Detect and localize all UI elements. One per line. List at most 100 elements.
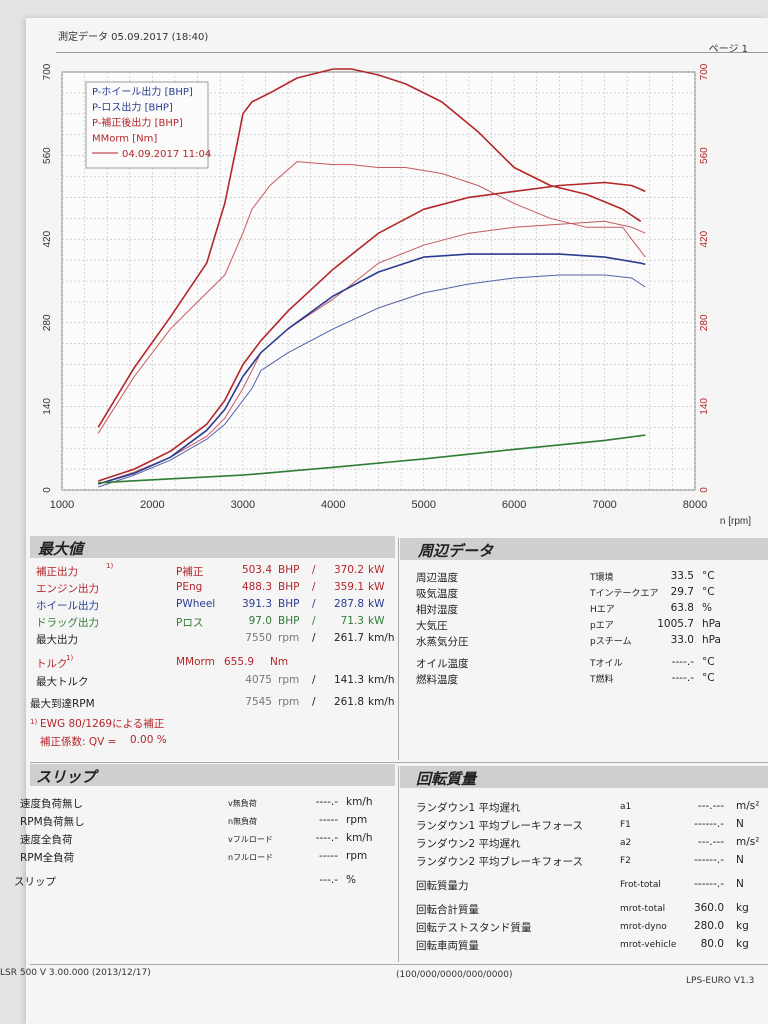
page-number: ページ 1: [708, 44, 748, 55]
slip-row-label: RPM負荷無し: [20, 816, 85, 828]
y-tick-label-right: 420: [699, 230, 710, 247]
footnote-text: EWG 80/1269による補正: [40, 718, 165, 730]
slip-row-unit: km/h: [346, 832, 373, 844]
rotation-row-value: ------.-: [694, 878, 724, 890]
max-rpm-label: 最大到達RPM: [30, 698, 95, 710]
max-row-label: 補正出力: [36, 566, 78, 578]
max-row-unit1: BHP: [278, 615, 300, 627]
series-line: [97, 161, 646, 434]
slip-row-label: スリップ: [14, 876, 56, 888]
series-line: [98, 434, 646, 484]
max-row-value2: 71.3: [340, 615, 364, 627]
rotation-row-unit: kg: [736, 902, 749, 914]
ambient-row-unit: °C: [702, 672, 715, 684]
separator: /: [312, 632, 316, 644]
ambient-row-value: 33.5: [670, 570, 694, 582]
legend-box: [85, 81, 209, 169]
series-line: [98, 220, 646, 485]
separator: /: [312, 598, 316, 610]
max-row-value1: 391.3: [241, 598, 272, 610]
max-torque-rpm: 4075: [245, 674, 272, 686]
max-row-label: ホイール出力: [36, 600, 99, 612]
torque-symbol: MMorm: [176, 656, 215, 668]
slip-row-value: -----: [319, 814, 338, 826]
ambient-row-label: 大気圧: [416, 620, 448, 632]
rotation-row-unit: N: [736, 854, 744, 866]
max-values-title: 最大値: [38, 540, 84, 558]
rotation-row-symbol: a1: [620, 802, 632, 812]
y-tick-label-left: 560: [42, 147, 53, 164]
max-row-note: 1): [106, 562, 114, 570]
ambient-row-value: 33.0: [670, 634, 694, 646]
max-row-value1: 488.3: [241, 581, 272, 593]
max-rpm-speed: 261.8: [333, 696, 364, 708]
ambient-row-symbol: Tインテークエア: [590, 589, 659, 599]
y-tick-label-right: 140: [699, 398, 710, 415]
rotation-header-bar: [400, 766, 768, 788]
ambient-row-unit: °C: [702, 586, 715, 598]
ambient-row-unit: °C: [702, 570, 715, 582]
rotation-row-symbol: mrot-vehicle: [620, 940, 677, 950]
slip-header-bar: [30, 764, 395, 786]
ambient-row-unit: hPa: [702, 618, 721, 630]
series-line: [97, 181, 646, 482]
rotation-row-value: 280.0: [693, 920, 724, 932]
max-row-label: エンジン出力: [36, 583, 99, 595]
ambient-header-bar: [400, 538, 768, 560]
rotation-row-symbol: F1: [620, 820, 631, 830]
ambient-row-label: 相対湿度: [416, 604, 458, 616]
max-output-rpm: 7550: [245, 632, 272, 644]
rotation-row-unit: N: [736, 878, 744, 890]
slip-row-value: ----.-: [315, 796, 338, 808]
slip-row-label: 速度負荷無し: [20, 798, 83, 810]
ambient-row-symbol: Tオイル: [590, 659, 623, 669]
x-tick-label: 1000: [50, 499, 74, 511]
ambient-row-label: 燃料温度: [416, 674, 458, 686]
footer-code: (100/000/0000/000/0000): [396, 970, 513, 980]
slip-row-unit: %: [346, 874, 356, 886]
ambient-row-symbol: T燃料: [590, 675, 614, 685]
series-line: [97, 253, 646, 485]
ambient-row-value: 1005.7: [657, 618, 694, 630]
slip-row-value: -----: [319, 850, 338, 862]
ambient-row-label: 周辺温度: [416, 572, 458, 584]
ambient-title: 周辺データ: [418, 542, 494, 560]
max-torque-speed-unit: km/h: [368, 674, 395, 686]
separator: /: [312, 674, 316, 686]
separator: /: [312, 615, 316, 627]
report-header-date: 測定データ 05.09.2017 (18:40): [58, 32, 209, 43]
rotation-row-label: ランダウン2 平均遅れ: [416, 838, 521, 850]
max-row-unit1: BHP: [278, 564, 300, 576]
separator: /: [312, 564, 316, 576]
rotation-row-unit: m/s²: [736, 836, 760, 848]
torque-value: 655.9: [224, 656, 255, 668]
slip-row-unit: rpm: [346, 850, 368, 862]
slip-row-value: ----.-: [315, 832, 338, 844]
max-output-speed-unit: km/h: [368, 632, 395, 644]
y-tick-label-right: 700: [699, 63, 710, 80]
footnote-number: 1): [30, 718, 38, 726]
y-tick-label-right: 560: [699, 147, 710, 164]
max-row-value2: 287.8: [333, 598, 364, 610]
rotation-title: 回転質量: [416, 770, 477, 788]
torque-label: トルク: [36, 658, 68, 670]
ambient-row-value: 29.7: [670, 586, 694, 598]
max-row-value2: 370.2: [333, 564, 364, 576]
separator: /: [312, 696, 316, 708]
slip-row-value: ---.-: [319, 874, 339, 886]
rotation-row-label: ランダウン1 平均遅れ: [416, 802, 521, 814]
legend-item: P-補正後出力 [BHP]: [92, 116, 183, 129]
max-row-unit2: kW: [368, 564, 385, 576]
max-output-rpm-unit: rpm: [278, 632, 300, 644]
rotation-row-symbol: Frot-total: [620, 880, 661, 890]
lower-divider-vertical: [398, 766, 399, 962]
max-torque-label: 最大トルク: [36, 676, 89, 688]
correction-factor-label: 補正係数: QV =: [40, 736, 117, 748]
slip-row-unit: km/h: [346, 796, 373, 808]
ambient-row-label: 吸気温度: [416, 588, 458, 600]
rotation-row-unit: kg: [736, 938, 749, 950]
section-divider-vertical: [398, 538, 399, 760]
slip-row-symbol: vフルロード: [228, 835, 273, 844]
series-line: [98, 274, 646, 488]
